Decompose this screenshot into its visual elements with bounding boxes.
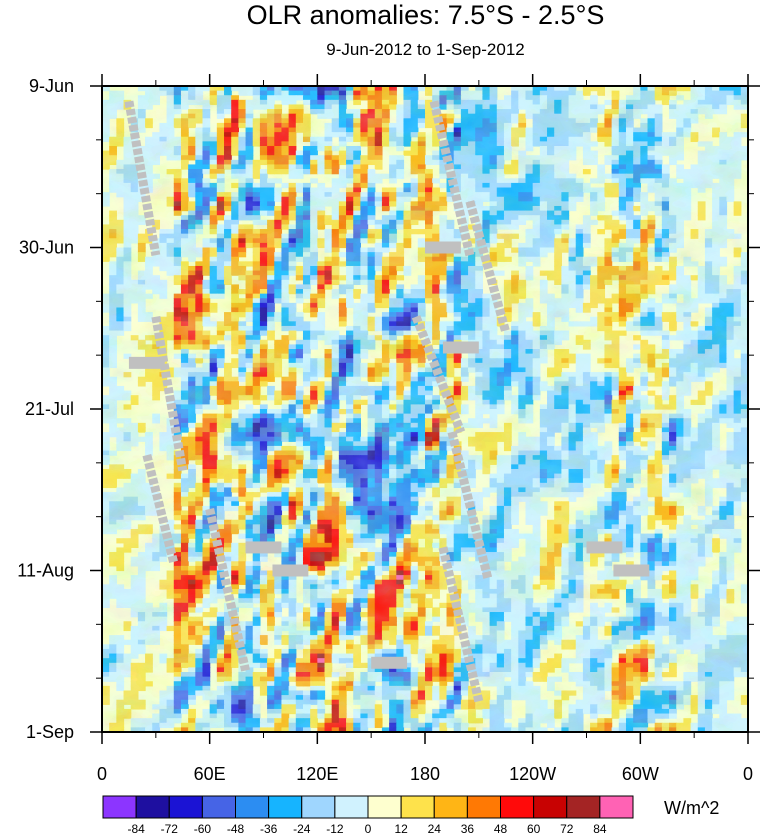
chart-title: OLR anomalies: 7.5°S - 2.5°S [246,0,605,30]
chart-subtitle: 9-Jun-2012 to 1-Sep-2012 [326,40,525,59]
plot-area [102,86,748,732]
